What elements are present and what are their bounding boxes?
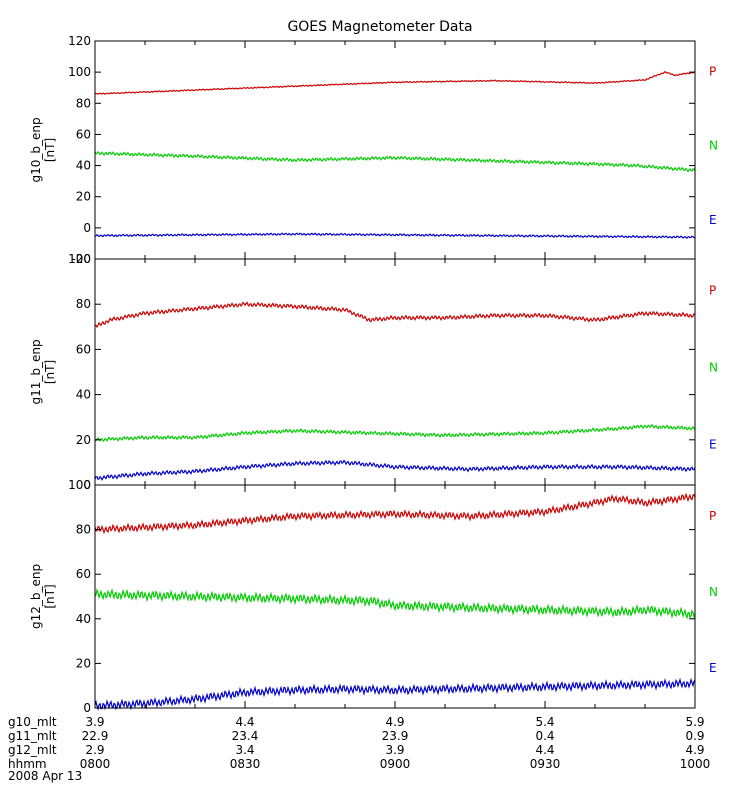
date-label: 2008 Apr 13 [8, 769, 82, 783]
x-tick-label: 0.4 [535, 729, 554, 743]
y-tick-label: 100 [68, 478, 91, 492]
y-axis-label: g11_b_enp [29, 339, 43, 404]
y-axis-unit: [nT] [43, 584, 57, 608]
series-line-g10-P [94, 70, 696, 95]
y-tick-label: 40 [76, 159, 91, 173]
x-tick-label: 4.4 [535, 743, 554, 757]
legend-N: N [709, 139, 718, 153]
legend-E: E [709, 661, 717, 675]
y-tick-label: 100 [68, 252, 91, 266]
x-row-label: g10_mlt [8, 715, 57, 729]
panel-g10: -20 0 20 40 60 80 100 120 g10_b_enp [nT] P N E [29, 34, 718, 266]
x-row-label: g12_mlt [8, 743, 57, 757]
plot-frame-g10 [94, 40, 696, 260]
y-tick-label: 40 [76, 388, 91, 402]
x-tick-label: 3.9 [385, 743, 404, 757]
y-tick-label: -20 [71, 252, 91, 266]
y-tick-label: 40 [76, 612, 91, 626]
legend-P: P [709, 65, 716, 79]
chart-title: GOES Magnetometer Data [287, 19, 472, 35]
legend-N: N [709, 360, 718, 374]
x-tick-label: 4.4 [235, 715, 254, 729]
panel-g12: 0 20 40 60 80 100 g12_b_enp [nT] P N E [29, 478, 718, 715]
y-tick-label: 80 [76, 523, 91, 537]
x-tick-label: 2.9 [85, 743, 104, 757]
y-tick-label: 20 [76, 190, 91, 204]
y-tick-label: 100 [68, 65, 91, 79]
legend-P: P [709, 509, 716, 523]
legend-P: P [709, 284, 716, 298]
x-axis-labels: g10_mlt 3.9 4.4 4.9 5.4 5.9 g11_mlt 22.9 23.4 23.… [8, 715, 710, 771]
y-axis-unit: [nT] [43, 138, 57, 162]
plot-frame-g11 [94, 258, 696, 486]
x-tick-label: 0830 [230, 757, 261, 771]
y-tick-label: 60 [76, 567, 91, 581]
x-tick-label: 4.9 [385, 715, 404, 729]
y-axis-label: g12_b_enp [29, 564, 43, 629]
y-tick-label: 60 [76, 127, 91, 141]
legend-E: E [709, 213, 717, 227]
panel-g11: 0 20 40 60 80 100 g11_b_enp [nT] P N E [29, 252, 718, 492]
y-tick-label: 20 [76, 433, 91, 447]
series-line-g11-E [94, 459, 696, 481]
series-line-g10-E [94, 232, 696, 239]
series-line-g10-N [94, 151, 696, 173]
x-tick-label: 1000 [680, 757, 711, 771]
y-tick-label: 80 [76, 297, 91, 311]
series-line-g12-E [94, 677, 696, 711]
x-tick-label: 4.9 [685, 743, 704, 757]
x-tick-label: 3.9 [85, 715, 104, 729]
x-tick-label: 23.9 [382, 729, 409, 743]
x-tick-label: 3.4 [235, 743, 254, 757]
x-tick-label: 5.4 [535, 715, 554, 729]
series-line-g11-N [94, 423, 696, 442]
series-line-g12-P [94, 492, 696, 535]
x-tick-label: 0800 [80, 757, 111, 771]
x-tick-label: 5.9 [685, 715, 704, 729]
series-line-g11-P [94, 301, 696, 329]
x-tick-label: 0930 [530, 757, 561, 771]
y-tick-label: 80 [76, 96, 91, 110]
y-tick-label: 20 [76, 656, 91, 670]
x-row-label: g11_mlt [8, 729, 57, 743]
y-tick-label: 60 [76, 342, 91, 356]
y-axis-label: g10_b_enp [29, 117, 43, 182]
x-tick-label: 23.4 [232, 729, 259, 743]
x-row-label: hhmm [8, 757, 47, 771]
y-tick-label: 120 [68, 34, 91, 48]
x-tick-label: 22.9 [82, 729, 109, 743]
y-tick-label: 0 [83, 701, 91, 715]
legend-E: E [709, 437, 717, 451]
y-tick-label: 0 [83, 221, 91, 235]
y-tick-label: 0 [83, 478, 91, 492]
x-tick-label: 0.9 [685, 729, 704, 743]
legend-N: N [709, 585, 718, 599]
y-axis-unit: [nT] [43, 360, 57, 384]
x-tick-label: 0900 [380, 757, 411, 771]
series-line-g12-N [94, 587, 696, 620]
